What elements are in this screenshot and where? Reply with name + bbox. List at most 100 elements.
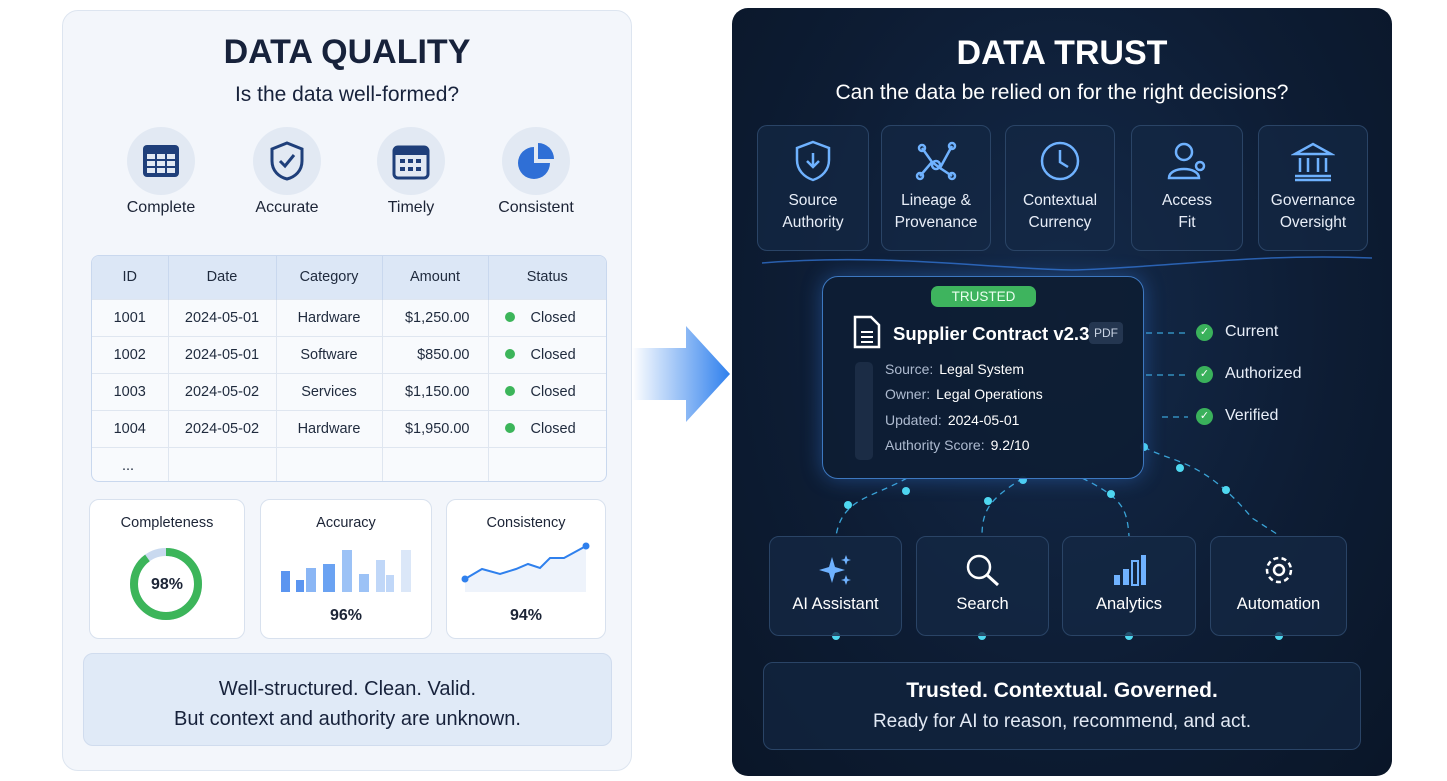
table-cell: $1,250.00	[404, 309, 470, 326]
table-cell: Hardware	[297, 309, 361, 326]
pillar-label: Authority	[782, 214, 844, 231]
table-row: 1002 2024-05-01 Software $850.00 Closed	[92, 335, 606, 373]
pie-chart-icon	[502, 127, 570, 195]
check-verified: ✓ Verified	[1196, 407, 1278, 425]
table-cell: 2024-05-01	[184, 309, 260, 326]
table-cell: Closed	[530, 309, 576, 326]
check-icon: ✓	[1196, 407, 1213, 425]
pillar-label: Contextual	[1022, 192, 1098, 209]
document-icon	[853, 315, 881, 349]
lineage-graph-icon	[915, 141, 957, 181]
status-dot-icon	[504, 422, 515, 433]
consumer-label: AI Assistant	[792, 595, 879, 613]
consistency-value: 94%	[509, 607, 543, 624]
clock-icon	[1040, 141, 1080, 181]
table-cell: 1001	[113, 309, 146, 326]
table-cell: Services	[301, 383, 357, 400]
quality-summary-line1: Well-structured. Clean. Valid.	[218, 678, 477, 700]
completeness-value: 98%	[150, 576, 184, 593]
table-cell: Software	[300, 346, 358, 363]
pillar-label: Access	[1162, 192, 1212, 209]
pillar-label: Oversight	[1279, 214, 1347, 231]
status-dot-icon	[504, 311, 515, 322]
table-cell: 2024-05-02	[184, 383, 260, 400]
table-cell: 2024-05-01	[184, 346, 260, 363]
quality-summary: Well-structured. Clean. Valid. But conte…	[83, 653, 612, 746]
consistency-card: Consistency 94%	[446, 499, 606, 639]
table-cell: Closed	[530, 420, 576, 437]
field-owner: Owner: Legal Operations	[885, 386, 1043, 402]
calendar-icon	[377, 127, 445, 195]
pillar-access-fit: Access Fit	[1131, 125, 1243, 251]
table-ellipsis: ...	[92, 446, 169, 481]
label-consistent: Consistent	[498, 199, 574, 216]
table-cell: 1004	[113, 420, 146, 437]
consumer-search[interactable]: Search	[916, 536, 1049, 636]
table-cell: 1003	[113, 383, 146, 400]
completeness-donut	[130, 548, 202, 620]
table-cell: $850.00	[417, 346, 470, 363]
table-cell: 2024-05-02	[184, 420, 260, 437]
label-timely: Timely	[387, 199, 435, 216]
col-header-id: ID	[92, 256, 169, 299]
check-icon: ✓	[1196, 365, 1213, 383]
table-row: 1001 2024-05-01 Hardware $1,250.00 Closed	[92, 298, 606, 336]
accuracy-value: 96%	[329, 607, 363, 624]
data-quality-panel: DATA QUALITY Is the data well-formed? Co…	[62, 10, 632, 771]
status-dot-icon	[504, 348, 515, 359]
consumer-label: Search	[956, 595, 1009, 613]
user-icon	[1167, 142, 1206, 180]
pillar-governance-oversight: Governance Oversight	[1258, 125, 1368, 251]
data-table: ID Date Category Amount Status 1001 2024-…	[91, 255, 607, 482]
field-source: Source: Legal System	[885, 361, 1025, 377]
pillar-label: Lineage &	[901, 192, 971, 209]
document-card[interactable]: TRUSTED Supplier Contract v2.3 PDF Sourc…	[822, 276, 1144, 479]
institution-icon	[1291, 142, 1335, 182]
table-icon	[127, 127, 195, 195]
pillar-label: Fit	[1178, 214, 1196, 231]
pillar-source-authority: Source Authority	[757, 125, 869, 251]
quality-subtitle: Is the data well-formed?	[234, 83, 460, 106]
trusted-badge: TRUSTED	[931, 286, 1036, 307]
pillar-label: Source	[788, 192, 838, 209]
col-header-category: Category	[276, 256, 383, 299]
arrow-right-icon	[632, 326, 730, 422]
shield-icon	[795, 140, 831, 182]
consumer-analytics[interactable]: Analytics	[1062, 536, 1196, 636]
label-complete: Complete	[126, 199, 196, 216]
completeness-donut-fill	[130, 548, 202, 620]
table-row: 1004 2024-05-02 Hardware $1,950.00 Closed	[92, 409, 606, 447]
data-trust-panel: DATA TRUST Can the data be relied on for…	[732, 8, 1392, 776]
col-header-amount: Amount	[382, 256, 489, 299]
completeness-card: Completeness 98%	[89, 499, 245, 639]
consumer-ai-assistant[interactable]: AI Assistant	[769, 536, 902, 636]
search-icon	[966, 554, 999, 587]
pillar-label: Governance	[1270, 192, 1356, 209]
consistency-line-chart	[461, 542, 590, 592]
pillar-lineage-provenance: Lineage & Provenance	[881, 125, 991, 251]
field-updated: Updated: 2024-05-01	[885, 412, 1020, 428]
file-type-badge: PDF	[1089, 322, 1123, 344]
table-cell: $1,150.00	[404, 383, 470, 400]
consumer-automation[interactable]: Automation	[1210, 536, 1347, 636]
consumer-label: Analytics	[1095, 595, 1163, 613]
gear-icon	[1265, 556, 1292, 584]
document-name: Supplier Contract v2.3	[893, 323, 1090, 344]
check-authorized: ✓ Authorized	[1196, 365, 1302, 383]
completeness-label: Completeness	[120, 515, 214, 531]
accuracy-bar-chart	[281, 550, 411, 592]
label-accurate: Accurate	[255, 199, 319, 216]
accuracy-card: Accuracy 96%	[260, 499, 432, 639]
status-dot-icon	[504, 385, 515, 396]
check-icon: ✓	[1196, 323, 1213, 341]
consistency-label: Consistency	[486, 515, 566, 531]
pillar-contextual-currency: Contextual Currency	[1005, 125, 1115, 251]
quality-title: DATA QUALITY	[223, 33, 471, 71]
table-cell: Hardware	[297, 420, 361, 437]
pillar-label: Currency	[1028, 214, 1092, 231]
consumer-label: Automation	[1236, 595, 1321, 613]
shield-check-icon	[253, 127, 321, 195]
col-header-date: Date	[168, 256, 277, 299]
trust-subtitle: Can the data be relied on for the right …	[835, 81, 1289, 104]
accuracy-label: Accuracy	[316, 515, 376, 531]
